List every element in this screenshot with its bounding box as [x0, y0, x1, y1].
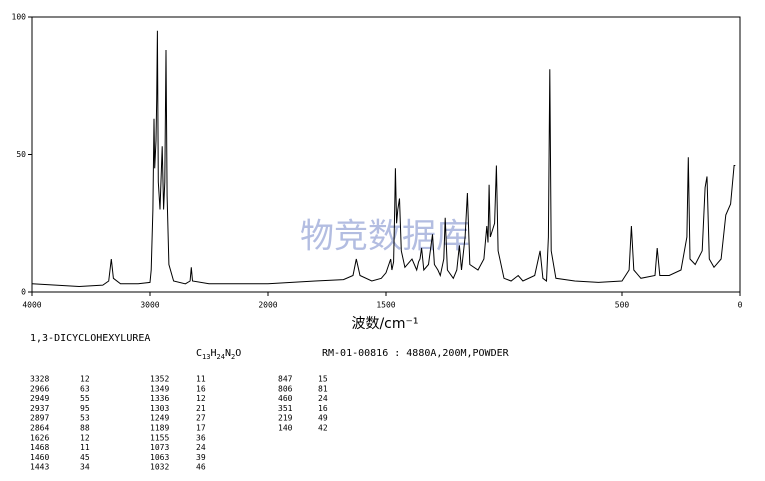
peak-wavenumber: 2897	[30, 414, 49, 423]
formula: C13H24N2O	[196, 348, 241, 361]
peak-intensity: 21	[196, 404, 206, 413]
peak-wavenumber: 1349	[150, 384, 169, 393]
peak-wavenumber: 1249	[150, 414, 169, 423]
peak-intensity: 53	[80, 414, 90, 423]
peak-intensity: 49	[318, 414, 328, 423]
x-tick-label: 2000	[258, 301, 277, 310]
peak-intensity: 45	[80, 453, 90, 462]
peak-wavenumber: 1626	[30, 433, 49, 442]
compound-name: 1,3-DICYCLOHEXYLUREA	[30, 333, 150, 344]
peak-wavenumber: 2949	[30, 394, 49, 403]
peak-wavenumber: 1073	[150, 443, 169, 452]
formula-part: C	[196, 348, 202, 359]
peak-wavenumber: 1443	[30, 463, 49, 472]
peak-intensity: 11	[80, 443, 90, 452]
peak-wavenumber: 3328	[30, 375, 49, 384]
peak-wavenumber: 351	[278, 404, 293, 413]
peak-wavenumber: 1336	[150, 394, 169, 403]
peak-intensity: 12	[80, 433, 90, 442]
formula-part: N	[225, 348, 231, 359]
watermark: 物竞数据库	[300, 217, 470, 257]
peak-wavenumber: 1155	[150, 433, 169, 442]
peak-wavenumber: 1063	[150, 453, 169, 462]
y-tick-label: 0	[21, 288, 26, 297]
peak-wavenumber: 219	[278, 414, 293, 423]
peak-intensity: 95	[80, 404, 90, 413]
peak-intensity: 15	[318, 375, 328, 384]
x-tick-label: 3000	[140, 301, 159, 310]
peak-intensity: 36	[196, 433, 206, 442]
peak-intensity: 24	[196, 443, 206, 452]
x-tick-label: 500	[615, 301, 630, 310]
peak-intensity: 12	[196, 394, 206, 403]
peak-wavenumber: 1032	[150, 463, 169, 472]
peak-intensity: 34	[80, 463, 90, 472]
peak-intensity: 24	[318, 394, 328, 403]
peak-intensity: 11	[196, 375, 206, 384]
peak-intensity: 27	[196, 414, 206, 423]
peak-wavenumber: 847	[278, 375, 293, 384]
peak-wavenumber: 2966	[30, 384, 49, 393]
peak-intensity: 17	[196, 424, 206, 433]
peak-intensity: 39	[196, 453, 206, 462]
formula-part: 13	[202, 353, 210, 361]
peak-intensity: 88	[80, 424, 90, 433]
peak-intensity: 16	[318, 404, 328, 413]
x-tick-label: 4000	[22, 301, 41, 310]
peak-intensity: 12	[80, 375, 90, 384]
peak-intensity: 63	[80, 384, 90, 393]
peak-wavenumber: 1468	[30, 443, 49, 452]
peak-wavenumber: 460	[278, 394, 293, 403]
formula-part: 24	[217, 353, 225, 361]
formula-part: H	[210, 348, 216, 359]
peak-wavenumber: 140	[278, 424, 293, 433]
peak-intensity: 81	[318, 384, 328, 393]
peak-intensity: 55	[80, 394, 90, 403]
peak-wavenumber: 1460	[30, 453, 49, 462]
peak-wavenumber: 1352	[150, 375, 169, 384]
formula-part: O	[235, 348, 241, 359]
sample-info: RM-01-00816 : 4880A,200M,POWDER	[322, 348, 510, 359]
peak-wavenumber: 1189	[150, 424, 169, 433]
spectrum-line	[31, 30, 736, 288]
y-tick-label: 100	[12, 13, 27, 22]
y-tick-label: 50	[16, 150, 26, 159]
peak-wavenumber: 2864	[30, 424, 49, 433]
formula-part: 2	[231, 353, 235, 361]
x-axis-label: 波数/cm⁻¹	[351, 316, 418, 332]
peak-intensity: 42	[318, 424, 328, 433]
peak-wavenumber: 1303	[150, 404, 169, 413]
peak-intensity: 16	[196, 384, 206, 393]
x-tick-label: 0	[738, 301, 743, 310]
x-tick-label: 1500	[376, 301, 395, 310]
peak-wavenumber: 806	[278, 384, 293, 393]
peak-wavenumber: 2937	[30, 404, 49, 413]
peak-intensity: 46	[196, 463, 206, 472]
